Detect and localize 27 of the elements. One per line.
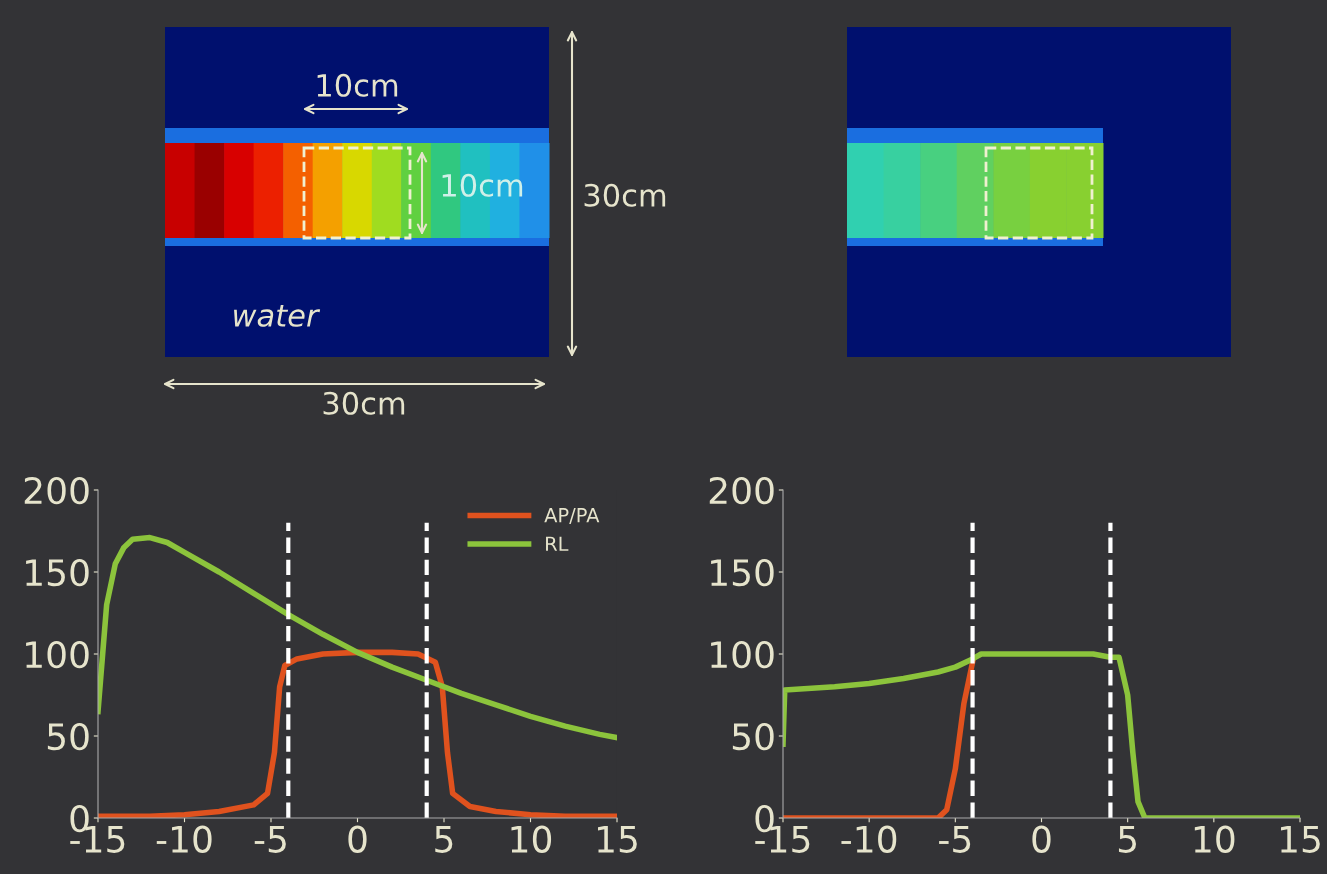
- text: 10cm: [442, 173, 523, 197]
- text: 30cm: [584, 183, 666, 207]
- x-tick-label: -5: [254, 826, 286, 853]
- x-tick-label: 15: [1280, 826, 1320, 853]
- y-tick-label: 100: [26, 640, 89, 669]
- text: 10cm: [317, 73, 398, 97]
- legend-label: RL: [546, 536, 569, 551]
- x-tick-label: 10: [1194, 825, 1235, 853]
- y-tick-label: 50: [47, 722, 89, 751]
- x-tick-label: 0: [348, 825, 367, 853]
- x-tick-label: -10: [841, 825, 897, 853]
- text: 30cm: [323, 391, 405, 415]
- x-tick-label: 5: [1118, 826, 1136, 853]
- y-tick-label: 200: [24, 476, 89, 505]
- x-tick-label: 10: [511, 825, 552, 853]
- y-tick-label: 200: [709, 476, 774, 505]
- x-tick-label: 0: [1032, 825, 1051, 853]
- legend-label: AP/PA: [544, 508, 600, 525]
- x-tick-label: -10: [156, 825, 212, 853]
- x-tick-label: -5: [939, 826, 971, 853]
- y-tick-label: 100: [711, 640, 774, 669]
- y-tick-label: 150: [26, 558, 89, 587]
- text: water: [234, 304, 321, 327]
- y-tick-label: 150: [711, 558, 774, 587]
- x-tick-label: 15: [597, 826, 637, 853]
- x-tick-label: 5: [435, 826, 453, 853]
- y-tick-label: 50: [732, 722, 774, 751]
